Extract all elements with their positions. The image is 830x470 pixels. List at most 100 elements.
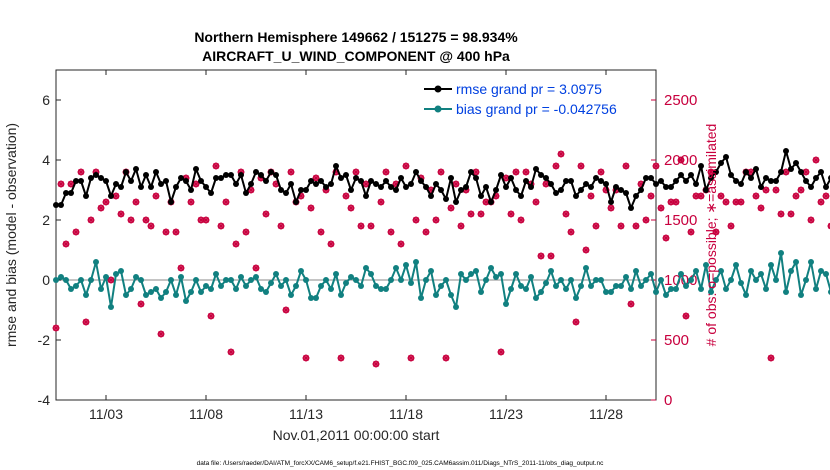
rmse-point xyxy=(473,175,479,181)
rmse-point xyxy=(783,148,789,154)
bias-point xyxy=(793,259,799,265)
obs-assimilated-point xyxy=(812,156,820,164)
obs-assimilated-point xyxy=(87,216,95,224)
obs-assimilated-point xyxy=(197,216,205,224)
rmse-point xyxy=(348,187,354,193)
bias-point xyxy=(693,268,699,274)
bias-point xyxy=(338,292,344,298)
rmse-point xyxy=(113,181,119,187)
obs-assimilated-point xyxy=(327,240,335,248)
bias-point xyxy=(83,292,89,298)
rmse-point xyxy=(323,184,329,190)
bias-point xyxy=(678,271,684,277)
rmse-point xyxy=(338,175,344,181)
right-tick-label: 1500 xyxy=(664,212,697,229)
obs-assimilated-point xyxy=(582,246,590,254)
rmse-series xyxy=(53,148,830,211)
obs-assimilated-point xyxy=(302,354,310,362)
rmse-point xyxy=(138,184,144,190)
rmse-point xyxy=(578,187,584,193)
bias-point xyxy=(593,277,599,283)
bias-point xyxy=(703,262,709,268)
rmse-point xyxy=(693,181,699,187)
bias-point xyxy=(383,286,389,292)
bias-point xyxy=(823,271,829,277)
rmse-point xyxy=(768,178,774,184)
bias-point xyxy=(568,277,574,283)
rmse-point xyxy=(738,181,744,187)
obs-assimilated-point xyxy=(822,192,830,200)
bias-point xyxy=(698,286,704,292)
obs-assimilated-point xyxy=(482,198,490,206)
x-tick-label: 11/28 xyxy=(589,406,623,422)
left-tick-label: 4 xyxy=(42,152,50,168)
obs-assimilated-point xyxy=(72,228,80,236)
obs-assimilated-point xyxy=(492,192,500,200)
bias-point xyxy=(808,259,814,265)
obs-assimilated-point xyxy=(402,162,410,170)
obs-assimilated-point xyxy=(457,222,465,230)
obs-assimilated-point xyxy=(272,180,280,188)
legend-bias-label: bias grand pr = -0.042756 xyxy=(456,101,617,117)
rmse-point xyxy=(708,175,714,181)
bias-point xyxy=(498,271,504,277)
obs-assimilated-point xyxy=(247,186,255,194)
bias-point xyxy=(138,277,144,283)
bias-point xyxy=(58,274,64,280)
rmse-point xyxy=(63,190,69,196)
rmse-point xyxy=(268,169,274,175)
rmse-point xyxy=(638,187,644,193)
bias-point xyxy=(513,271,519,277)
rmse-point xyxy=(593,175,599,181)
obs-assimilated-point xyxy=(397,240,405,248)
obs-assimilated-point xyxy=(622,162,630,170)
rmse-point xyxy=(598,178,604,184)
bias-point xyxy=(558,277,564,283)
bias-point xyxy=(178,274,184,280)
left-tick-label: 0 xyxy=(42,272,50,288)
rmse-point xyxy=(603,181,609,187)
obs-assimilated-point xyxy=(97,204,105,212)
bias-point xyxy=(123,292,129,298)
obs-assimilated-point xyxy=(587,192,595,200)
bias-point xyxy=(718,268,724,274)
rmse-point xyxy=(818,169,824,175)
bias-point xyxy=(223,277,229,283)
bias-point xyxy=(278,283,284,289)
obs-assimilated-point xyxy=(332,168,340,176)
bias-point xyxy=(548,268,554,274)
rmse-point xyxy=(433,181,439,187)
rmse-point xyxy=(388,184,394,190)
obs-assimilated-point xyxy=(562,210,570,218)
bias-point xyxy=(253,274,259,280)
rmse-point xyxy=(803,178,809,184)
rmse-point xyxy=(253,169,259,175)
bias-point xyxy=(673,286,679,292)
obs-assimilated-point xyxy=(427,186,435,194)
x-tick-label: 11/13 xyxy=(289,406,323,422)
rmse-point xyxy=(423,184,429,190)
obs-assimilated-point xyxy=(507,210,515,218)
rmse-point xyxy=(53,202,59,208)
rmse-point xyxy=(548,181,554,187)
bias-point xyxy=(368,271,374,277)
left-tick-label: 2 xyxy=(42,212,50,228)
obs-assimilated-point xyxy=(677,156,685,164)
rmse-point xyxy=(523,178,529,184)
bias-point xyxy=(413,259,419,265)
rmse-point xyxy=(748,175,754,181)
obs-assimilated-point xyxy=(697,192,705,200)
x-tick-label: 11/03 xyxy=(89,406,123,422)
obs-assimilated-point xyxy=(252,264,260,272)
obs-assimilated-point xyxy=(647,192,655,200)
bias-point xyxy=(243,283,249,289)
rmse-point xyxy=(798,169,804,175)
right-tick-label: 1000 xyxy=(664,272,697,289)
rmse-point xyxy=(108,193,114,199)
bias-point xyxy=(303,277,309,283)
obs-assimilated-point xyxy=(222,198,230,206)
bias-point xyxy=(408,280,414,286)
bias-point xyxy=(103,274,109,280)
obs-assimilated-point xyxy=(652,162,660,170)
obs-assimilated-point xyxy=(692,192,700,200)
